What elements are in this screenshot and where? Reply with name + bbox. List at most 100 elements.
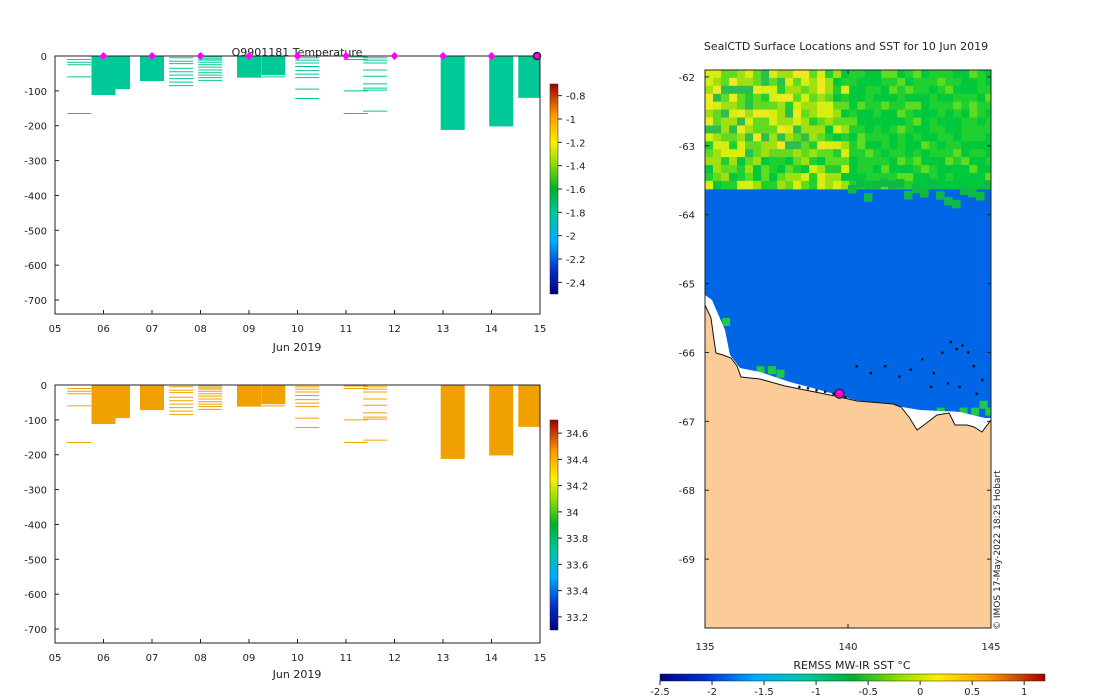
sst-cell — [777, 125, 786, 134]
sst-cell — [865, 173, 874, 182]
sst-cell — [968, 188, 977, 198]
sst-cell — [705, 77, 714, 87]
profile-column — [140, 385, 164, 411]
sst-cell — [897, 109, 906, 119]
sst-cell — [985, 85, 991, 95]
temperature-y-ticks: 0 -100 -200 -300 -400 -500 -600 -700 — [24, 52, 59, 307]
sst-cell — [705, 70, 714, 79]
surface-marker — [245, 52, 253, 60]
sst-cell — [977, 165, 986, 174]
sst-cell — [767, 366, 776, 375]
sst-cell — [953, 125, 962, 134]
sst-cell — [753, 133, 762, 142]
sst-cell — [705, 157, 714, 166]
sst-cell — [729, 85, 738, 95]
track-point — [806, 386, 810, 390]
sst-cell — [857, 165, 866, 174]
sst-cell — [841, 157, 850, 166]
sst-cell — [929, 85, 938, 95]
sst-cell — [793, 85, 802, 95]
sst-cell — [729, 117, 738, 126]
sst-cell — [729, 173, 738, 182]
sst-cell — [849, 165, 858, 174]
sst-cell — [801, 180, 810, 190]
sst-cell — [785, 109, 794, 119]
sst-cell — [777, 93, 786, 103]
map-colorbar-tick-label: -2.5 — [650, 687, 670, 698]
sst-cell — [969, 93, 978, 103]
sst-cell — [929, 70, 938, 79]
sst-cell — [873, 93, 882, 103]
sst-cell — [953, 117, 962, 126]
sst-cell — [825, 165, 834, 174]
sst-cell — [745, 70, 754, 79]
map-colorbar-tick-label: -0.5 — [858, 687, 878, 698]
sst-cell — [729, 149, 738, 158]
sst-cell — [753, 93, 762, 103]
sst-cell — [713, 101, 722, 111]
sst-cell — [865, 133, 874, 142]
sst-cell — [945, 173, 954, 182]
sst-cell — [841, 101, 850, 111]
sst-cell — [713, 180, 722, 190]
sst-cell — [833, 133, 842, 142]
sst-cell — [833, 125, 842, 134]
sst-cell — [937, 133, 946, 142]
sst-cell — [753, 85, 762, 95]
sst-cell — [865, 109, 874, 119]
sst-cell — [953, 173, 962, 182]
sst-cell — [722, 318, 731, 326]
sst-cell — [713, 117, 722, 126]
sst-cell — [985, 407, 991, 416]
track-point — [898, 375, 901, 378]
sst-cell — [977, 141, 986, 150]
x-tick-label: 06 — [97, 324, 110, 335]
sst-cell — [849, 125, 858, 134]
sst-cell — [777, 101, 786, 111]
sst-cell — [977, 133, 986, 142]
sst-cell — [881, 117, 890, 126]
sst-cell — [785, 85, 794, 95]
sst-cell — [817, 117, 826, 126]
sst-cell — [753, 180, 762, 190]
map-x-ticks: 135 140 145 — [695, 70, 1001, 653]
sst-cell — [872, 181, 881, 190]
sst-cell — [873, 133, 882, 142]
sst-cell — [737, 141, 746, 150]
x-tick-label: 08 — [194, 324, 207, 335]
sst-cell — [921, 117, 930, 126]
sst-cell — [793, 93, 802, 103]
track-point — [966, 351, 970, 354]
sst-cell — [929, 125, 938, 134]
surface-marker — [99, 52, 108, 60]
sst-cell — [841, 117, 850, 126]
sst-cell — [753, 141, 762, 150]
sst-cell — [904, 191, 913, 200]
sst-cell — [985, 109, 991, 119]
sst-cell — [969, 101, 978, 111]
map-y-tick-label: -65 — [679, 280, 695, 291]
sst-cell — [921, 180, 930, 190]
sst-cell — [896, 179, 905, 188]
colorbar-tick-label: -2.2 — [566, 255, 586, 266]
sst-cell — [705, 109, 714, 119]
sst-cell — [801, 157, 810, 166]
sst-cell — [809, 93, 818, 103]
sst-cell — [985, 157, 991, 166]
sst-cell — [873, 70, 882, 79]
sst-cell — [793, 101, 802, 111]
sst-cell — [873, 125, 882, 134]
sst-cell — [777, 117, 786, 126]
map-y-tick-label: -64 — [679, 211, 695, 222]
sst-cell — [737, 180, 746, 190]
sst-cell — [833, 149, 842, 158]
sst-cell — [849, 85, 858, 95]
sst-cell — [769, 157, 778, 166]
sst-cell — [737, 125, 746, 134]
sst-cell — [969, 149, 978, 158]
sst-cell — [985, 77, 991, 87]
sst-cell — [961, 125, 970, 134]
sst-cell — [897, 133, 906, 142]
sst-cell — [785, 70, 794, 79]
sst-cell — [809, 85, 818, 95]
